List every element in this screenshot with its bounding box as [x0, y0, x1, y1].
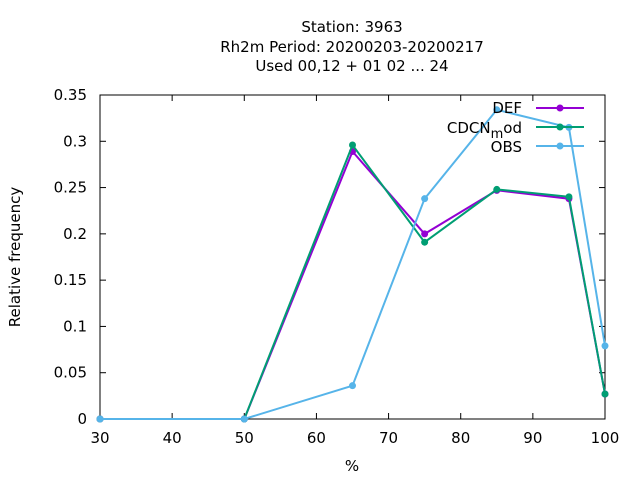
point-cdcn-mod-100 [601, 390, 609, 398]
x-tick-label-100: 100 [591, 429, 620, 447]
legend-label-obs: OBS [491, 138, 522, 156]
x-tick-label-60: 60 [307, 429, 326, 447]
y-tick-label-0-1: 0.1 [63, 317, 87, 335]
point-obs-85 [493, 106, 501, 114]
x-tick-label-80: 80 [451, 429, 470, 447]
series-def [96, 147, 609, 423]
series-line-obs [100, 108, 606, 420]
series-layer [96, 106, 609, 423]
legend-label-cdcn-sub: m [491, 127, 504, 142]
legend-label-cdcn-mod: CDCNmod [447, 119, 522, 142]
y-tick-label-0-3: 0.3 [63, 132, 87, 150]
title-line-station: Station: 3963 [301, 18, 402, 36]
legend-label-cdcn-tail: od [503, 119, 522, 137]
title-line-period: Rh2m Period: 20200203-20200217 [220, 38, 484, 56]
legend-label-cdcn-main: CDCN [447, 119, 491, 137]
y-axis-label: Relative frequency [6, 187, 24, 328]
y-tick-label-0-05: 0.05 [54, 364, 87, 382]
series-cdcn-mod [96, 141, 609, 423]
point-def-75 [421, 230, 429, 238]
y-tick-label-0-25: 0.25 [54, 179, 87, 197]
point-obs-65 [349, 382, 356, 390]
point-cdcn-mod-65 [349, 141, 356, 149]
legend-sample-point-cdcn-mod [556, 123, 564, 131]
point-cdcn-mod-95 [565, 193, 573, 201]
series-line-def [100, 149, 606, 420]
legend: DEF CDCNmod OBS [447, 99, 584, 156]
title-line-used: Used 00,12 + 01 02 ... 24 [255, 57, 448, 75]
y-axis: 0 0.05 0.1 0.15 0.2 0.25 0.3 0.35 [54, 86, 605, 428]
y-tick-label-0-35: 0.35 [54, 86, 87, 104]
x-axis-label: % [345, 457, 359, 475]
point-cdcn-mod-75 [421, 238, 429, 246]
x-tick-label-50: 50 [235, 429, 254, 447]
y-tick-label-0-2: 0.2 [63, 225, 87, 243]
point-obs-30 [96, 415, 104, 423]
x-tick-label-90: 90 [523, 429, 542, 447]
series-line-cdcn-mod [100, 142, 606, 420]
legend-sample-point-def [556, 104, 564, 112]
plot-area-border [99, 94, 606, 420]
y-tick-label-0: 0 [77, 410, 87, 428]
x-axis: 30 40 50 60 70 80 90 100 [90, 95, 619, 447]
chart-title: Station: 3963 Rh2m Period: 20200203-2020… [220, 18, 484, 75]
legend-label-def: DEF [492, 99, 522, 117]
point-cdcn-mod-85 [493, 185, 501, 193]
x-tick-label-70: 70 [379, 429, 398, 447]
x-tick-label-40: 40 [163, 429, 182, 447]
legend-sample-point-obs [556, 142, 564, 150]
point-obs-50 [240, 415, 248, 423]
x-tick-label-30: 30 [90, 429, 109, 447]
point-obs-100 [601, 342, 609, 350]
point-obs-75 [421, 195, 429, 203]
y-tick-label-0-15: 0.15 [54, 271, 87, 289]
